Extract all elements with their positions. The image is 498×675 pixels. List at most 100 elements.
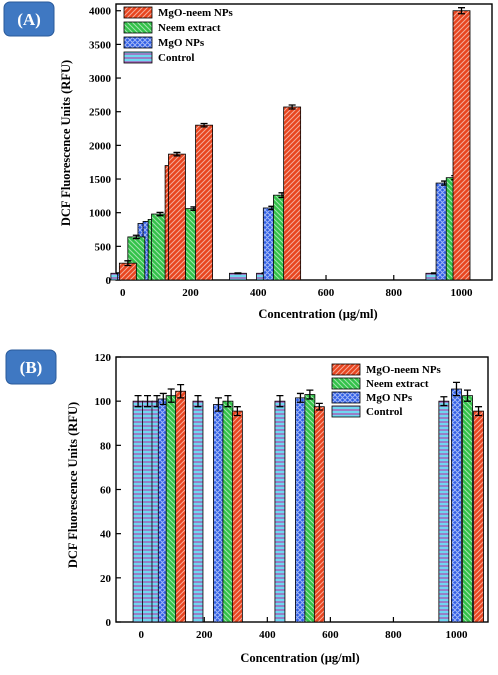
chart-b-errorbar-mgo_neem <box>315 402 323 411</box>
chart-a-xtick-label: 0 <box>120 287 126 299</box>
chart-b-legend-label-mgo: MgO NPs <box>366 392 413 404</box>
chart-a-frame <box>115 3 493 281</box>
chart-a-errorbar-mgo_neem <box>200 122 208 128</box>
chart-a-errorbar-mgo_neem <box>124 260 132 267</box>
chart-a-errorbar-control <box>234 272 242 275</box>
chart-a-legend-label-neem: Neem extract <box>158 22 221 34</box>
chart-b-xlabel: Concentration (µg/ml) <box>240 651 359 665</box>
chart-b-errorbar-control <box>194 394 202 408</box>
chart-a-ytick-label: 3000 <box>89 73 112 85</box>
chart-b-legend-swatch-mgo <box>331 391 361 404</box>
chart-b-errorbar-control <box>440 396 448 407</box>
chart-b-errorbar-control <box>134 394 142 408</box>
chart-b-errorbar-mgo_neem <box>177 383 185 399</box>
chart-a-xtick-label: 1000 <box>451 287 474 299</box>
chart-b-bar-control <box>438 400 450 623</box>
chart-a-xtick-label: 200 <box>182 287 199 299</box>
chart-a-legend-swatch-mgo_neem <box>123 6 153 19</box>
chart-a-xtick-label: 400 <box>250 287 267 299</box>
chart-a-bars <box>110 7 471 281</box>
chart-b-bar-neem <box>165 395 177 623</box>
panel-a-badge: (A) <box>3 1 55 37</box>
chart-a-ytick-label: 1000 <box>89 208 112 220</box>
chart-a-legend-label-mgo: MgO NPs <box>158 37 205 49</box>
chart-a-bar-mgo_neem <box>168 153 186 281</box>
chart-b-legend-label-mgo_neem: MgO-neem NPs <box>366 364 442 376</box>
chart-b-errorbar-control <box>276 394 284 408</box>
chart-a-ylabel: DCF Fluorescence Units (RFU) <box>59 60 73 226</box>
panel-a: (A) 0 500 1000 1500 2000 2500 3000 3500 4000 0 200… <box>3 1 493 321</box>
chart-b-xtick-label: 400 <box>259 629 276 641</box>
chart-b-legend-swatch-control <box>331 405 361 418</box>
chart-a-legend-swatch-mgo <box>123 36 153 49</box>
panel-b-badge: (B) <box>5 349 57 385</box>
chart-b-ylabel: DCF Fluorescence Units (RFU) <box>66 402 80 568</box>
chart-a-errorbar-neem <box>132 234 140 240</box>
chart-b-bar-neem <box>222 400 234 623</box>
chart-b-bar-mgo_neem <box>175 390 187 623</box>
chart-b-ytick-label: 120 <box>95 352 112 364</box>
chart-b-bar-mgo_neem <box>231 410 243 623</box>
chart-b-bar-mgo_neem <box>473 410 484 623</box>
chart-a-bar-mgo_neem <box>452 10 471 281</box>
chart-b-bar-mgo <box>213 404 224 623</box>
chart-a-bar-mgo_neem <box>283 106 302 281</box>
chart-b-legend-swatch-mgo_neem <box>331 363 361 376</box>
chart-a-ytick-label: 1500 <box>89 174 112 186</box>
chart-a-errorbar-mgo_neem <box>458 7 466 15</box>
chart-a-errorbar-neem <box>156 211 164 217</box>
chart-b-plot: 0 20 40 60 80 100 120 0 200 400 600 800 1000 MgO-neem… <box>95 352 489 641</box>
chart-b-errorbar-mgo <box>296 392 304 403</box>
chart-b-errorbar-neem <box>464 389 472 402</box>
chart-a-legend-swatch-control <box>123 51 153 64</box>
chart-b-ytick-label: 0 <box>106 617 112 629</box>
chart-b-legend-label-control: Control <box>366 406 402 418</box>
chart-b-bar-control <box>132 400 144 623</box>
chart-b-bar-control <box>192 400 204 623</box>
chart-b-bars <box>132 381 484 623</box>
chart-b-xtick-label: 1000 <box>445 629 468 641</box>
chart-a-xtick-label: 600 <box>318 287 335 299</box>
chart-b-ytick-label: 100 <box>95 396 112 408</box>
chart-a-ytick-label: 4000 <box>89 6 112 18</box>
chart-b-bar-control <box>142 400 153 623</box>
chart-b-errorbar-mgo_neem <box>233 406 241 417</box>
chart-b-xtick-label: 0 <box>138 629 144 641</box>
chart-a-ytick-label: 500 <box>95 241 112 253</box>
chart-a-ytick-label: 0 <box>106 275 112 287</box>
chart-b-bar-neem <box>462 395 473 623</box>
chart-a-ytick-label: 2500 <box>89 107 112 119</box>
chart-a-errorbar-mgo_neem <box>173 151 181 157</box>
chart-b-errorbar-mgo <box>214 397 222 412</box>
chart-b-xtick-label: 600 <box>322 629 339 641</box>
chart-b-ytick-label: 40 <box>100 529 112 541</box>
chart-a-xlabel: Concentration (µg/ml) <box>258 307 377 321</box>
chart-a-legend-label-mgo_neem: MgO-neem NPs <box>158 7 234 19</box>
chart-b-legend-swatch-neem <box>331 377 361 390</box>
chart-b-errorbar-control <box>144 394 152 408</box>
chart-b-bar-mgo <box>295 397 306 623</box>
chart-b-errorbar-mgo_neem <box>475 406 483 417</box>
chart-b-bar-mgo <box>451 388 462 623</box>
chart-b-bar-mgo_neem <box>313 406 325 623</box>
chart-a-bar-control <box>229 272 247 281</box>
chart-b-errorbar-mgo <box>452 381 460 397</box>
chart-b-bar-control <box>274 400 286 623</box>
chart-a-ytick-label: 2000 <box>89 140 112 152</box>
panel-b-label: (B) <box>20 358 43 377</box>
panel-a-label: (A) <box>17 10 41 29</box>
chart-a-errorbar-mgo_neem <box>288 104 296 110</box>
chart-b-ytick-label: 20 <box>100 573 112 585</box>
chart-a-legend-swatch-neem <box>123 21 153 34</box>
chart-a-xtick-label: 800 <box>386 287 403 299</box>
chart-a-legend: MgO-neem NPs Neem extract MgO NPs Control <box>123 6 234 64</box>
chart-b-ytick-label: 60 <box>100 485 112 497</box>
chart-a-ytick-label: 3500 <box>89 39 112 51</box>
panel-b: (B) 0 20 40 60 80 100 120 0 200 400 600 800 1000 MgO-… <box>5 349 489 665</box>
chart-a-plot: 0 500 1000 1500 2000 2500 3000 3500 4000 0 200 400 6… <box>89 3 493 299</box>
chart-a-bar-mgo_neem <box>195 124 213 281</box>
chart-b-xtick-label: 200 <box>196 629 213 641</box>
chart-b-bar-neem <box>304 394 316 623</box>
chart-b-errorbar-neem <box>224 394 232 408</box>
